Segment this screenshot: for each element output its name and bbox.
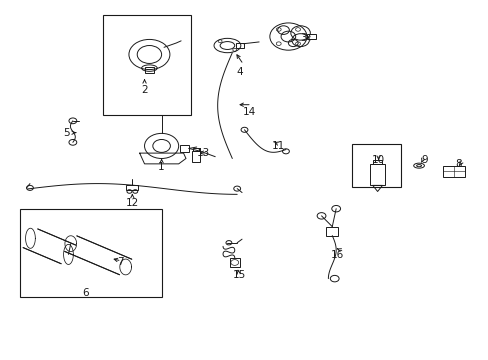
Text: 9: 9 <box>421 155 427 165</box>
Bar <box>191 151 199 162</box>
Bar <box>126 185 138 190</box>
Bar <box>351 144 400 187</box>
Bar <box>192 148 198 151</box>
Text: 14: 14 <box>242 107 256 117</box>
Text: 12: 12 <box>125 198 139 208</box>
Text: 8: 8 <box>455 159 462 169</box>
Text: 15: 15 <box>232 270 246 280</box>
Text: 16: 16 <box>330 250 343 260</box>
Bar <box>103 15 190 116</box>
Bar <box>306 34 315 40</box>
Bar <box>229 258 239 267</box>
Bar <box>369 164 384 185</box>
Text: 10: 10 <box>371 155 385 165</box>
Bar <box>236 42 243 48</box>
Text: 13: 13 <box>196 148 209 158</box>
Bar <box>180 145 188 152</box>
Bar <box>20 209 161 297</box>
Bar <box>372 159 382 164</box>
Bar <box>144 67 154 73</box>
Text: 4: 4 <box>236 67 243 77</box>
Text: 2: 2 <box>141 85 147 95</box>
Text: 7: 7 <box>117 257 123 267</box>
Text: 5: 5 <box>63 129 70 138</box>
Text: 3: 3 <box>299 33 305 43</box>
Text: 11: 11 <box>271 141 285 151</box>
Bar <box>326 226 337 235</box>
Text: 6: 6 <box>82 288 89 298</box>
Bar <box>443 166 464 177</box>
Text: 1: 1 <box>158 162 164 172</box>
